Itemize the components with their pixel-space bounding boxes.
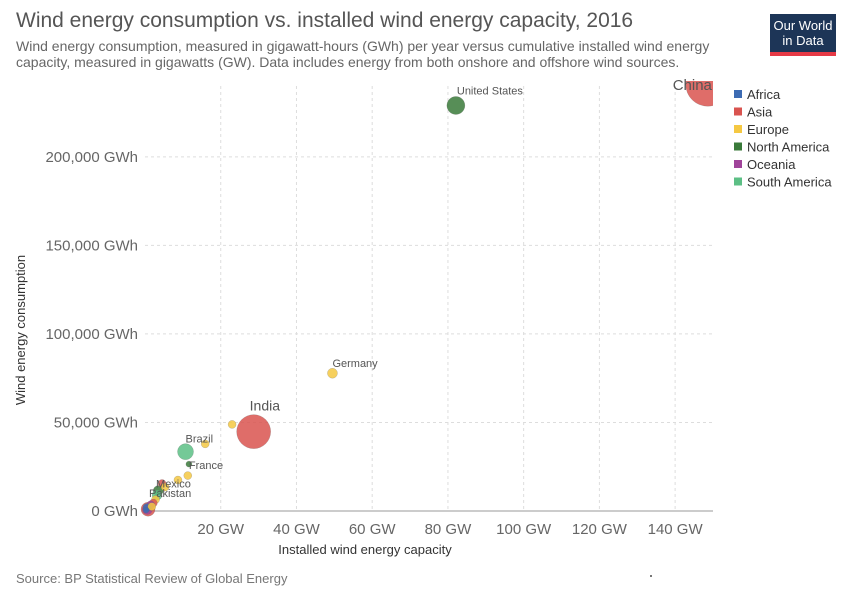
data-point[interactable]: [173, 475, 183, 485]
legend-entry: Oceania: [747, 157, 796, 172]
legend-swatch: [734, 177, 742, 186]
legend-swatch: [734, 160, 742, 168]
legend-entry: Africa: [747, 87, 781, 102]
data-point[interactable]: [177, 443, 194, 460]
data-point[interactable]: [185, 460, 193, 468]
data-point[interactable]: [446, 96, 466, 115]
point-label: Mexico: [156, 479, 191, 491]
legend-swatch: [734, 125, 742, 133]
data-point[interactable]: [236, 414, 271, 449]
data-point[interactable]: [200, 439, 210, 449]
legend-swatch: [734, 107, 742, 116]
data-point[interactable]: [147, 502, 157, 511]
x-axis-label: Installed wind energy capacity: [278, 542, 452, 557]
legend-entry: North America: [747, 140, 830, 155]
logo-line-1: Our World: [773, 18, 833, 33]
x-tick-label: 40 GW: [273, 521, 321, 538]
data-point[interactable]: [227, 420, 237, 429]
data-point[interactable]: [160, 482, 170, 492]
y-tick-label: 0 GWh: [91, 503, 138, 520]
legend-entry: Asia: [747, 105, 773, 120]
x-tick-label: 20 GW: [197, 521, 245, 538]
x-tick-label: 140 GW: [648, 521, 704, 538]
y-tick-label: 50,000 GWh: [54, 414, 138, 431]
y-axis-label: Wind energy consumption: [13, 255, 28, 405]
y-tick-label: 200,000 GWh: [45, 149, 138, 166]
logo-line-2: in Data: [782, 33, 824, 48]
data-point[interactable]: [142, 506, 150, 514]
chart-subtitle: Wind energy consumption, measured in gig…: [16, 38, 710, 70]
legend-swatch: [734, 142, 742, 151]
footer-dot: [650, 575, 652, 577]
legend-entry: Europe: [747, 122, 789, 137]
y-tick-label: 150,000 GWh: [45, 237, 138, 254]
y-tick-label: 100,000 GWh: [45, 326, 138, 343]
x-tick-label: 100 GW: [496, 521, 552, 538]
legend-entry: South America: [747, 175, 832, 190]
data-point[interactable]: [327, 367, 338, 379]
point-label: Brazil: [186, 434, 214, 446]
x-tick-label: 60 GW: [349, 521, 397, 538]
data-points: [140, 62, 730, 517]
point-label: United States: [457, 85, 524, 97]
chart-title: Wind energy consumption vs. installed wi…: [16, 9, 634, 32]
point-label: France: [189, 460, 223, 472]
point-label: Germany: [332, 358, 378, 370]
x-tick-label: 80 GW: [425, 521, 473, 538]
point-label: China: [673, 77, 713, 94]
owid-logo[interactable]: Our World in Data: [770, 14, 836, 56]
point-label: India: [250, 398, 281, 414]
x-tick-label: 120 GW: [572, 521, 628, 538]
source-note: Source: BP Statistical Review of Global …: [16, 571, 288, 586]
point-label: Pakistan: [149, 488, 191, 500]
data-point[interactable]: [183, 471, 193, 480]
data-point[interactable]: [685, 62, 730, 107]
legend-swatch: [734, 90, 742, 98]
